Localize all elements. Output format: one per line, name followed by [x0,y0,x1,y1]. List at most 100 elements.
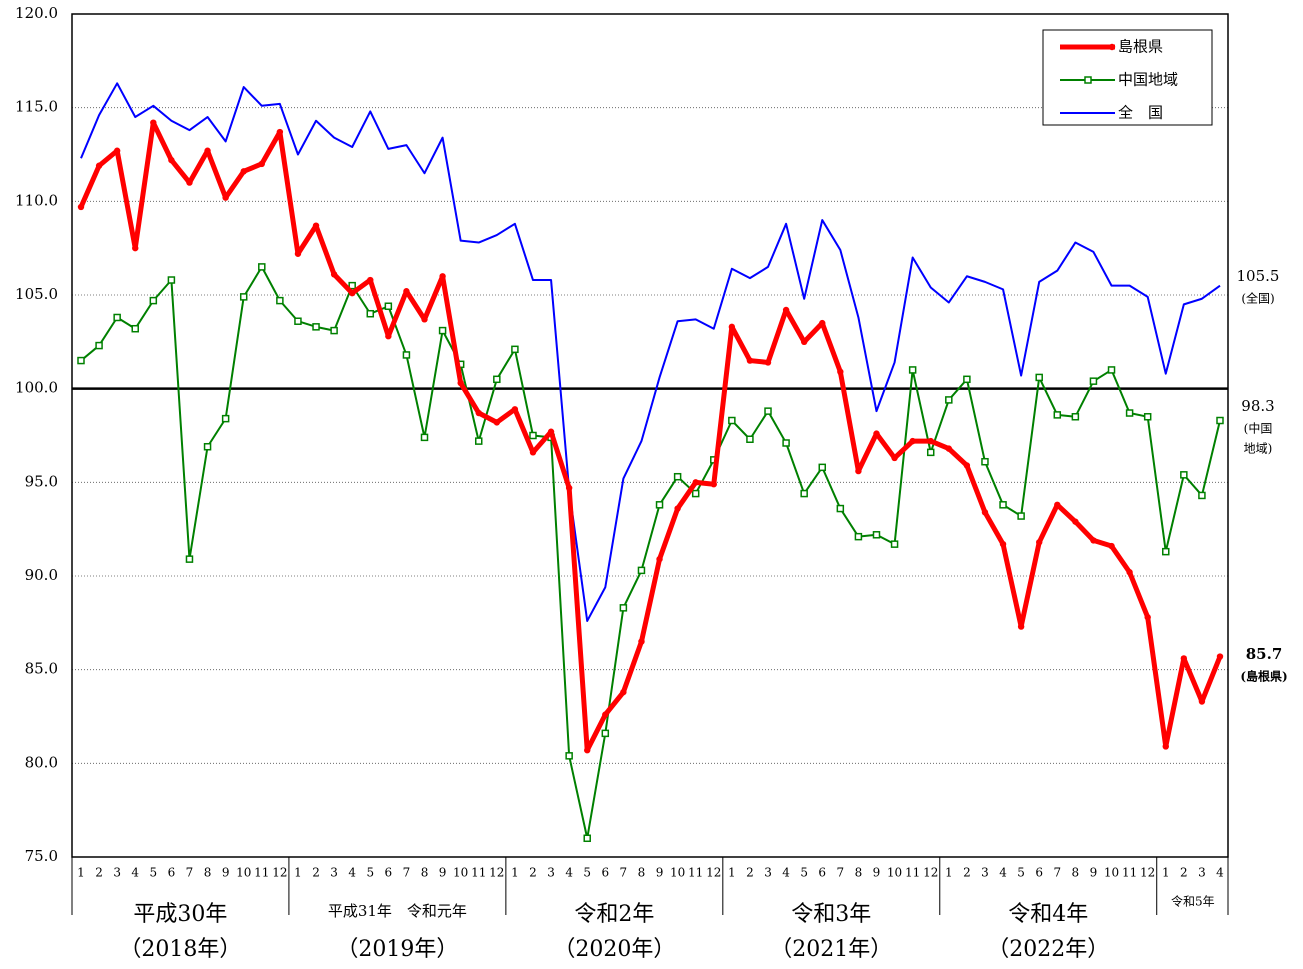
data-point [439,273,446,280]
x-tick-label: 1 [77,866,85,880]
data-point [1054,501,1061,509]
data-point [1162,743,1169,750]
data-point [782,439,790,447]
x-tick-label: 12 [1140,866,1155,880]
x-tick-label: 10 [1104,866,1119,880]
data-point [167,276,176,284]
x-tick-label: 12 [489,866,504,880]
group-label: （2021年） [770,937,892,962]
x-tick-label: 6 [168,866,176,880]
data-point [547,428,555,435]
data-point [95,162,103,169]
data-point [348,289,356,297]
data-point [691,489,700,498]
x-tick-label: 8 [204,866,212,880]
x-tick-label: 6 [601,866,609,880]
y-tick-label: 120.0 [15,4,58,22]
data-point [909,437,916,445]
group-label: 平成31年 令和元年 [328,902,467,920]
x-tick-label: 11 [1122,866,1137,880]
x-tick-label: 4 [1216,866,1224,880]
x-tick-label: 1 [945,866,953,880]
x-tick-label: 7 [1053,866,1061,880]
data-point [438,326,447,335]
data-point [131,324,139,333]
data-point [1162,547,1170,556]
data-point [1089,377,1098,385]
x-tick-label: 7 [186,866,194,880]
group-label: 令和3年 [791,902,871,927]
series-line [80,265,1221,840]
y-tick-label: 90.0 [25,566,58,584]
data-point [168,156,175,164]
data-point [1072,518,1079,525]
data-point [655,501,664,509]
x-tick-label: 10 [887,866,902,880]
data-point [366,309,375,318]
data-point [421,316,428,323]
data-point [656,555,663,563]
x-tick-label: 3 [764,866,772,880]
data-point [402,351,411,359]
x-tick-label: 2 [1180,866,1188,880]
data-point [474,437,483,445]
data-point [999,501,1007,509]
x-tick-label: 12 [706,866,721,880]
group-label: 平成30年 [133,902,227,927]
x-tick-label: 2 [529,866,537,880]
data-point [529,431,537,440]
data-point [818,463,827,472]
data-point [312,222,320,229]
x-tick-label: 4 [348,866,356,880]
x-tick-label: 6 [385,866,393,880]
x-tick-label: 9 [439,866,447,880]
x-tick-label: 3 [330,866,338,880]
data-point [728,323,736,331]
data-point [854,532,863,541]
group-label: 令和2年 [574,902,654,927]
x-tick-label: 12 [272,866,287,880]
end-value-label: 85.7 [1246,645,1283,663]
data-point [584,747,591,754]
data-point [565,752,573,760]
x-tick-label: 9 [656,866,664,880]
data-point [258,160,265,168]
data-point [1053,411,1062,419]
group-label: （2019年） [336,937,458,962]
x-tick-label: 3 [547,866,555,880]
x-tick-label: 11 [905,866,920,880]
x-tick-label: 11 [471,866,486,880]
end-note-label: (島根県) [1240,669,1287,684]
data-point [113,147,121,154]
data-point [457,379,464,387]
data-point [620,688,627,696]
data-point [728,416,736,425]
data-point [602,711,609,718]
data-point [239,293,248,301]
data-point [890,540,899,548]
data-point [565,484,573,492]
data-point [674,505,681,512]
x-tick-label: 9 [222,866,230,880]
data-point [493,375,501,384]
data-point [511,406,519,413]
data-point [583,834,591,843]
data-point [1017,512,1025,520]
data-point [1216,416,1224,425]
data-point [493,419,501,426]
data-point [673,472,682,481]
y-tick-label: 110.0 [15,191,58,209]
end-note-label: (中国 [1244,421,1273,436]
data-point [619,604,628,612]
end-value-label: 98.3 [1241,397,1274,415]
x-tick-label: 7 [403,866,411,880]
data-point [963,462,971,469]
data-point [891,454,898,462]
data-point [420,433,429,442]
data-point [981,509,989,516]
data-point [384,302,393,310]
legend-label: 中国地域 [1118,71,1178,89]
x-tick-label: 1 [511,866,519,880]
data-point [186,179,193,186]
data-point [511,345,519,354]
